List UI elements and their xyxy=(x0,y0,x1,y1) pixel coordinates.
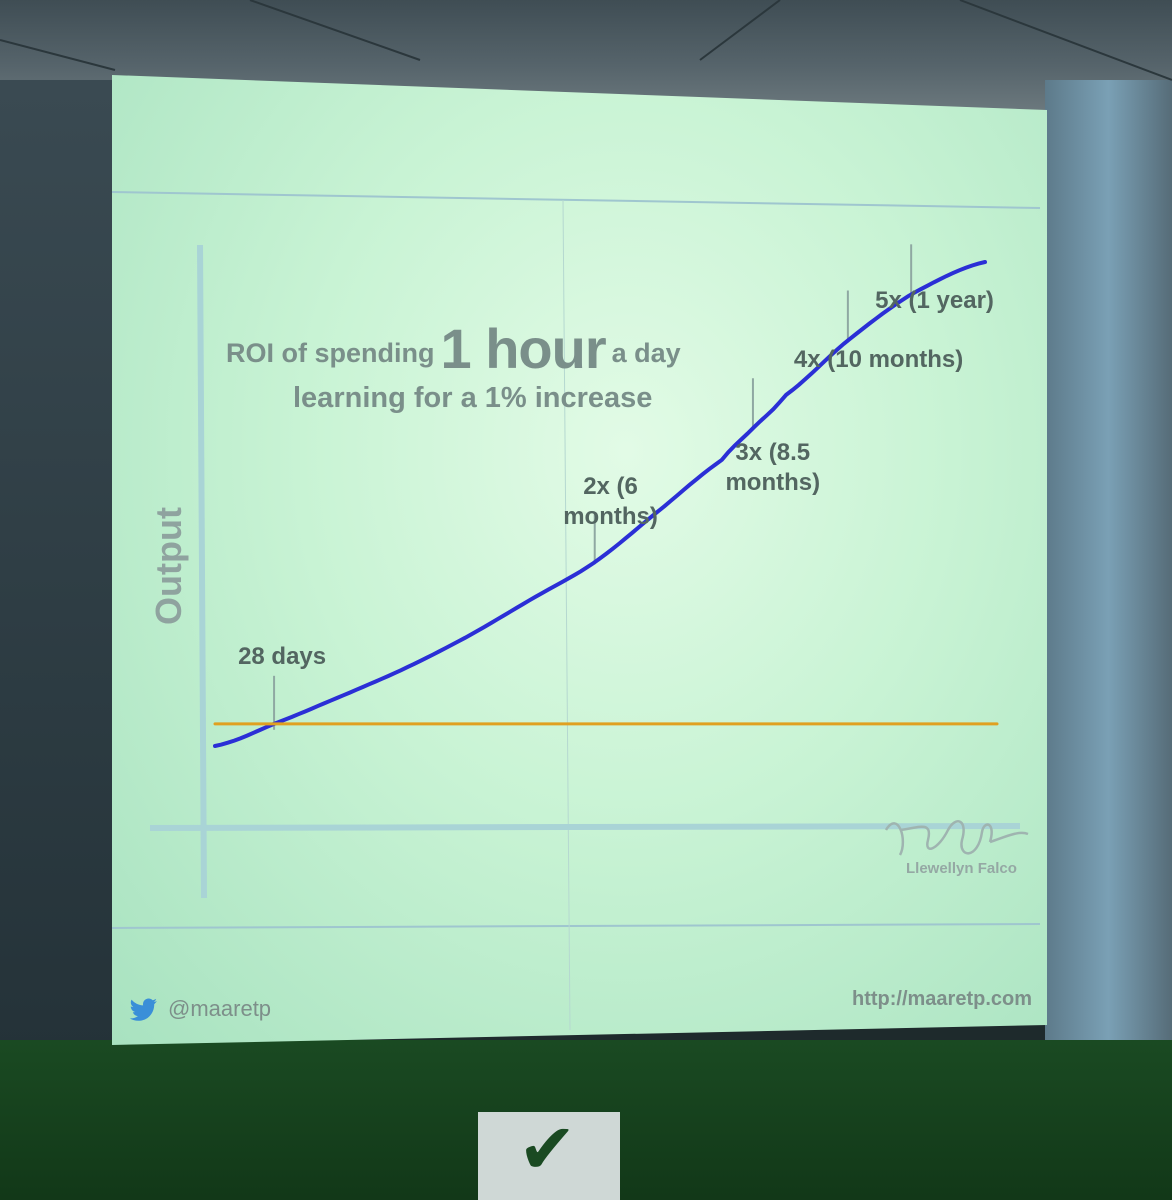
series-layer xyxy=(213,260,999,748)
room-background-left xyxy=(0,80,115,1060)
check-icon: ✔ xyxy=(518,1108,577,1190)
annotation-label-line: months) xyxy=(563,503,658,531)
title-prefix: ROI of spending xyxy=(226,338,435,368)
signature-image xyxy=(884,820,1029,856)
slide-frame-lines xyxy=(111,191,1041,1031)
annotation-label-line: 28 days xyxy=(238,642,327,670)
footer-url: http://maaretp.com xyxy=(852,988,1033,1010)
annotation-label-line: 4x (10 months) xyxy=(793,345,964,373)
annotation-guides xyxy=(273,244,913,730)
chart-subtitle: learning for a 1% increase xyxy=(293,382,653,414)
presentation-slide xyxy=(112,75,1047,1045)
title-emphasis: 1 hour xyxy=(440,317,607,380)
annotation-label: 4x (10 months) xyxy=(794,345,963,375)
chart-title: ROI of spending 1 hour a day xyxy=(226,316,681,381)
annotation-label-line: 3x (8.5 xyxy=(735,439,811,467)
annotation-label: 3x (8.5 months) xyxy=(725,438,820,498)
annotation-label-line: 2x (6 xyxy=(583,473,638,501)
room-background-right xyxy=(1045,80,1172,1060)
title-suffix: a day xyxy=(611,338,681,368)
annotation-label-line: 5x (1 year) xyxy=(875,287,994,315)
growth-curve-line xyxy=(213,260,987,748)
annotation-label: 2x (6 months) xyxy=(563,472,658,532)
annotation-label-line: months) xyxy=(725,469,821,497)
twitter-handle: @maaretp xyxy=(168,996,272,1021)
annotation-label: 28 days xyxy=(238,642,326,672)
stage-logo: ✔ xyxy=(478,1112,620,1200)
twitter-bird-icon xyxy=(129,998,157,1021)
annotation-label: 5x (1 year) xyxy=(875,286,994,316)
ceiling-lines xyxy=(0,0,1172,81)
y-axis-label: Output xyxy=(148,507,189,625)
signature-name: Llewellyn Falco xyxy=(906,860,1017,877)
